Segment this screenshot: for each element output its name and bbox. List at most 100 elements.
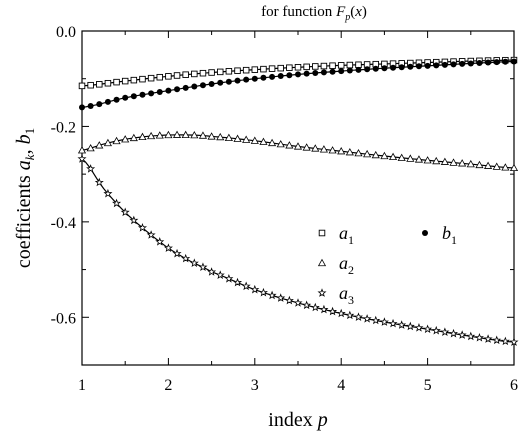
point-a1 <box>96 81 103 88</box>
point-b1 <box>217 79 224 86</box>
point-a2 <box>302 143 311 151</box>
x-tick-label: 2 <box>164 377 172 394</box>
point-a3 <box>362 314 372 323</box>
point-a2 <box>484 161 493 169</box>
point-b1 <box>122 94 129 101</box>
x-tick-label: 6 <box>510 377 518 394</box>
point-b1 <box>148 90 155 97</box>
point-a3 <box>302 300 312 310</box>
point-a3 <box>189 258 199 268</box>
legend-marker-a1 <box>318 229 326 237</box>
point-a2 <box>224 133 233 142</box>
point-a3 <box>388 318 398 328</box>
point-a3 <box>276 293 286 302</box>
x-tick-label: 1 <box>78 377 86 394</box>
point-a2 <box>449 158 458 166</box>
point-a3 <box>215 270 225 279</box>
point-a3 <box>129 215 139 225</box>
point-a3 <box>172 248 182 258</box>
point-a3 <box>405 321 415 331</box>
point-a1 <box>208 69 215 76</box>
legend-label-a1: a1 <box>339 223 354 247</box>
point-a2 <box>492 162 501 170</box>
point-b1 <box>329 68 336 75</box>
point-b1 <box>165 87 172 94</box>
point-a2 <box>328 146 337 154</box>
point-b1 <box>174 86 181 93</box>
data-markers <box>77 56 519 346</box>
point-a1 <box>242 66 250 74</box>
point-a1 <box>303 63 310 71</box>
point-b1 <box>424 62 431 69</box>
point-b1 <box>269 73 276 80</box>
point-b1 <box>390 64 397 71</box>
point-a2 <box>311 144 320 152</box>
point-a1 <box>225 68 233 75</box>
point-a1 <box>346 61 354 69</box>
point-a2 <box>458 159 467 167</box>
point-a2 <box>190 130 199 139</box>
point-a3 <box>112 198 122 208</box>
legend-marker-a3 <box>317 288 327 297</box>
point-a2 <box>406 154 415 162</box>
point-a2 <box>345 147 354 156</box>
point-a3 <box>431 325 441 335</box>
point-a3 <box>198 262 208 272</box>
point-a1 <box>130 76 138 84</box>
point-a3 <box>397 320 407 329</box>
point-a1 <box>78 82 86 90</box>
point-a2 <box>86 143 95 152</box>
point-a2 <box>242 135 251 143</box>
point-a3 <box>449 328 459 338</box>
point-b1 <box>139 91 146 98</box>
point-a3 <box>224 273 234 283</box>
point-a2 <box>216 132 225 141</box>
point-a2 <box>276 139 285 148</box>
point-a1 <box>139 75 146 83</box>
point-b1 <box>415 63 422 70</box>
curve-a2 <box>81 134 515 169</box>
legend-item-a1: a1 <box>318 223 354 247</box>
point-a3 <box>181 253 191 263</box>
point-b1 <box>96 101 103 108</box>
point-a3 <box>250 284 260 294</box>
point-a2 <box>172 130 182 138</box>
point-b1 <box>493 59 500 66</box>
point-a2 <box>440 157 449 165</box>
point-b1 <box>295 71 301 78</box>
point-b1 <box>243 76 250 83</box>
point-b1 <box>156 89 163 96</box>
y-tick-label: -0.2 <box>51 119 76 136</box>
point-a3 <box>163 243 173 252</box>
point-a2 <box>363 149 372 158</box>
point-a2 <box>103 138 112 147</box>
point-a1 <box>260 65 267 73</box>
point-a2 <box>475 160 484 169</box>
point-a1 <box>337 62 345 69</box>
point-b1 <box>312 69 319 76</box>
point-a3 <box>284 295 294 305</box>
point-a2 <box>250 136 259 144</box>
point-b1 <box>320 69 327 76</box>
point-b1 <box>476 60 483 67</box>
legend-label-b1: b1 <box>442 223 457 247</box>
point-a3 <box>137 223 147 232</box>
point-a2 <box>207 132 216 140</box>
y-tick-label: 0.0 <box>56 24 76 41</box>
point-a2 <box>501 163 510 171</box>
point-a3 <box>120 207 130 217</box>
point-a1 <box>199 69 207 77</box>
point-b1 <box>433 62 440 69</box>
point-b1 <box>234 77 241 84</box>
point-a2 <box>259 137 268 145</box>
point-a3 <box>500 336 510 346</box>
point-a3 <box>474 332 484 342</box>
point-a1 <box>320 62 328 70</box>
point-a3 <box>379 317 389 326</box>
point-b1 <box>130 93 137 100</box>
point-a3 <box>509 337 519 346</box>
point-a3 <box>155 237 165 246</box>
point-a2 <box>95 141 104 149</box>
point-b1 <box>467 60 474 67</box>
